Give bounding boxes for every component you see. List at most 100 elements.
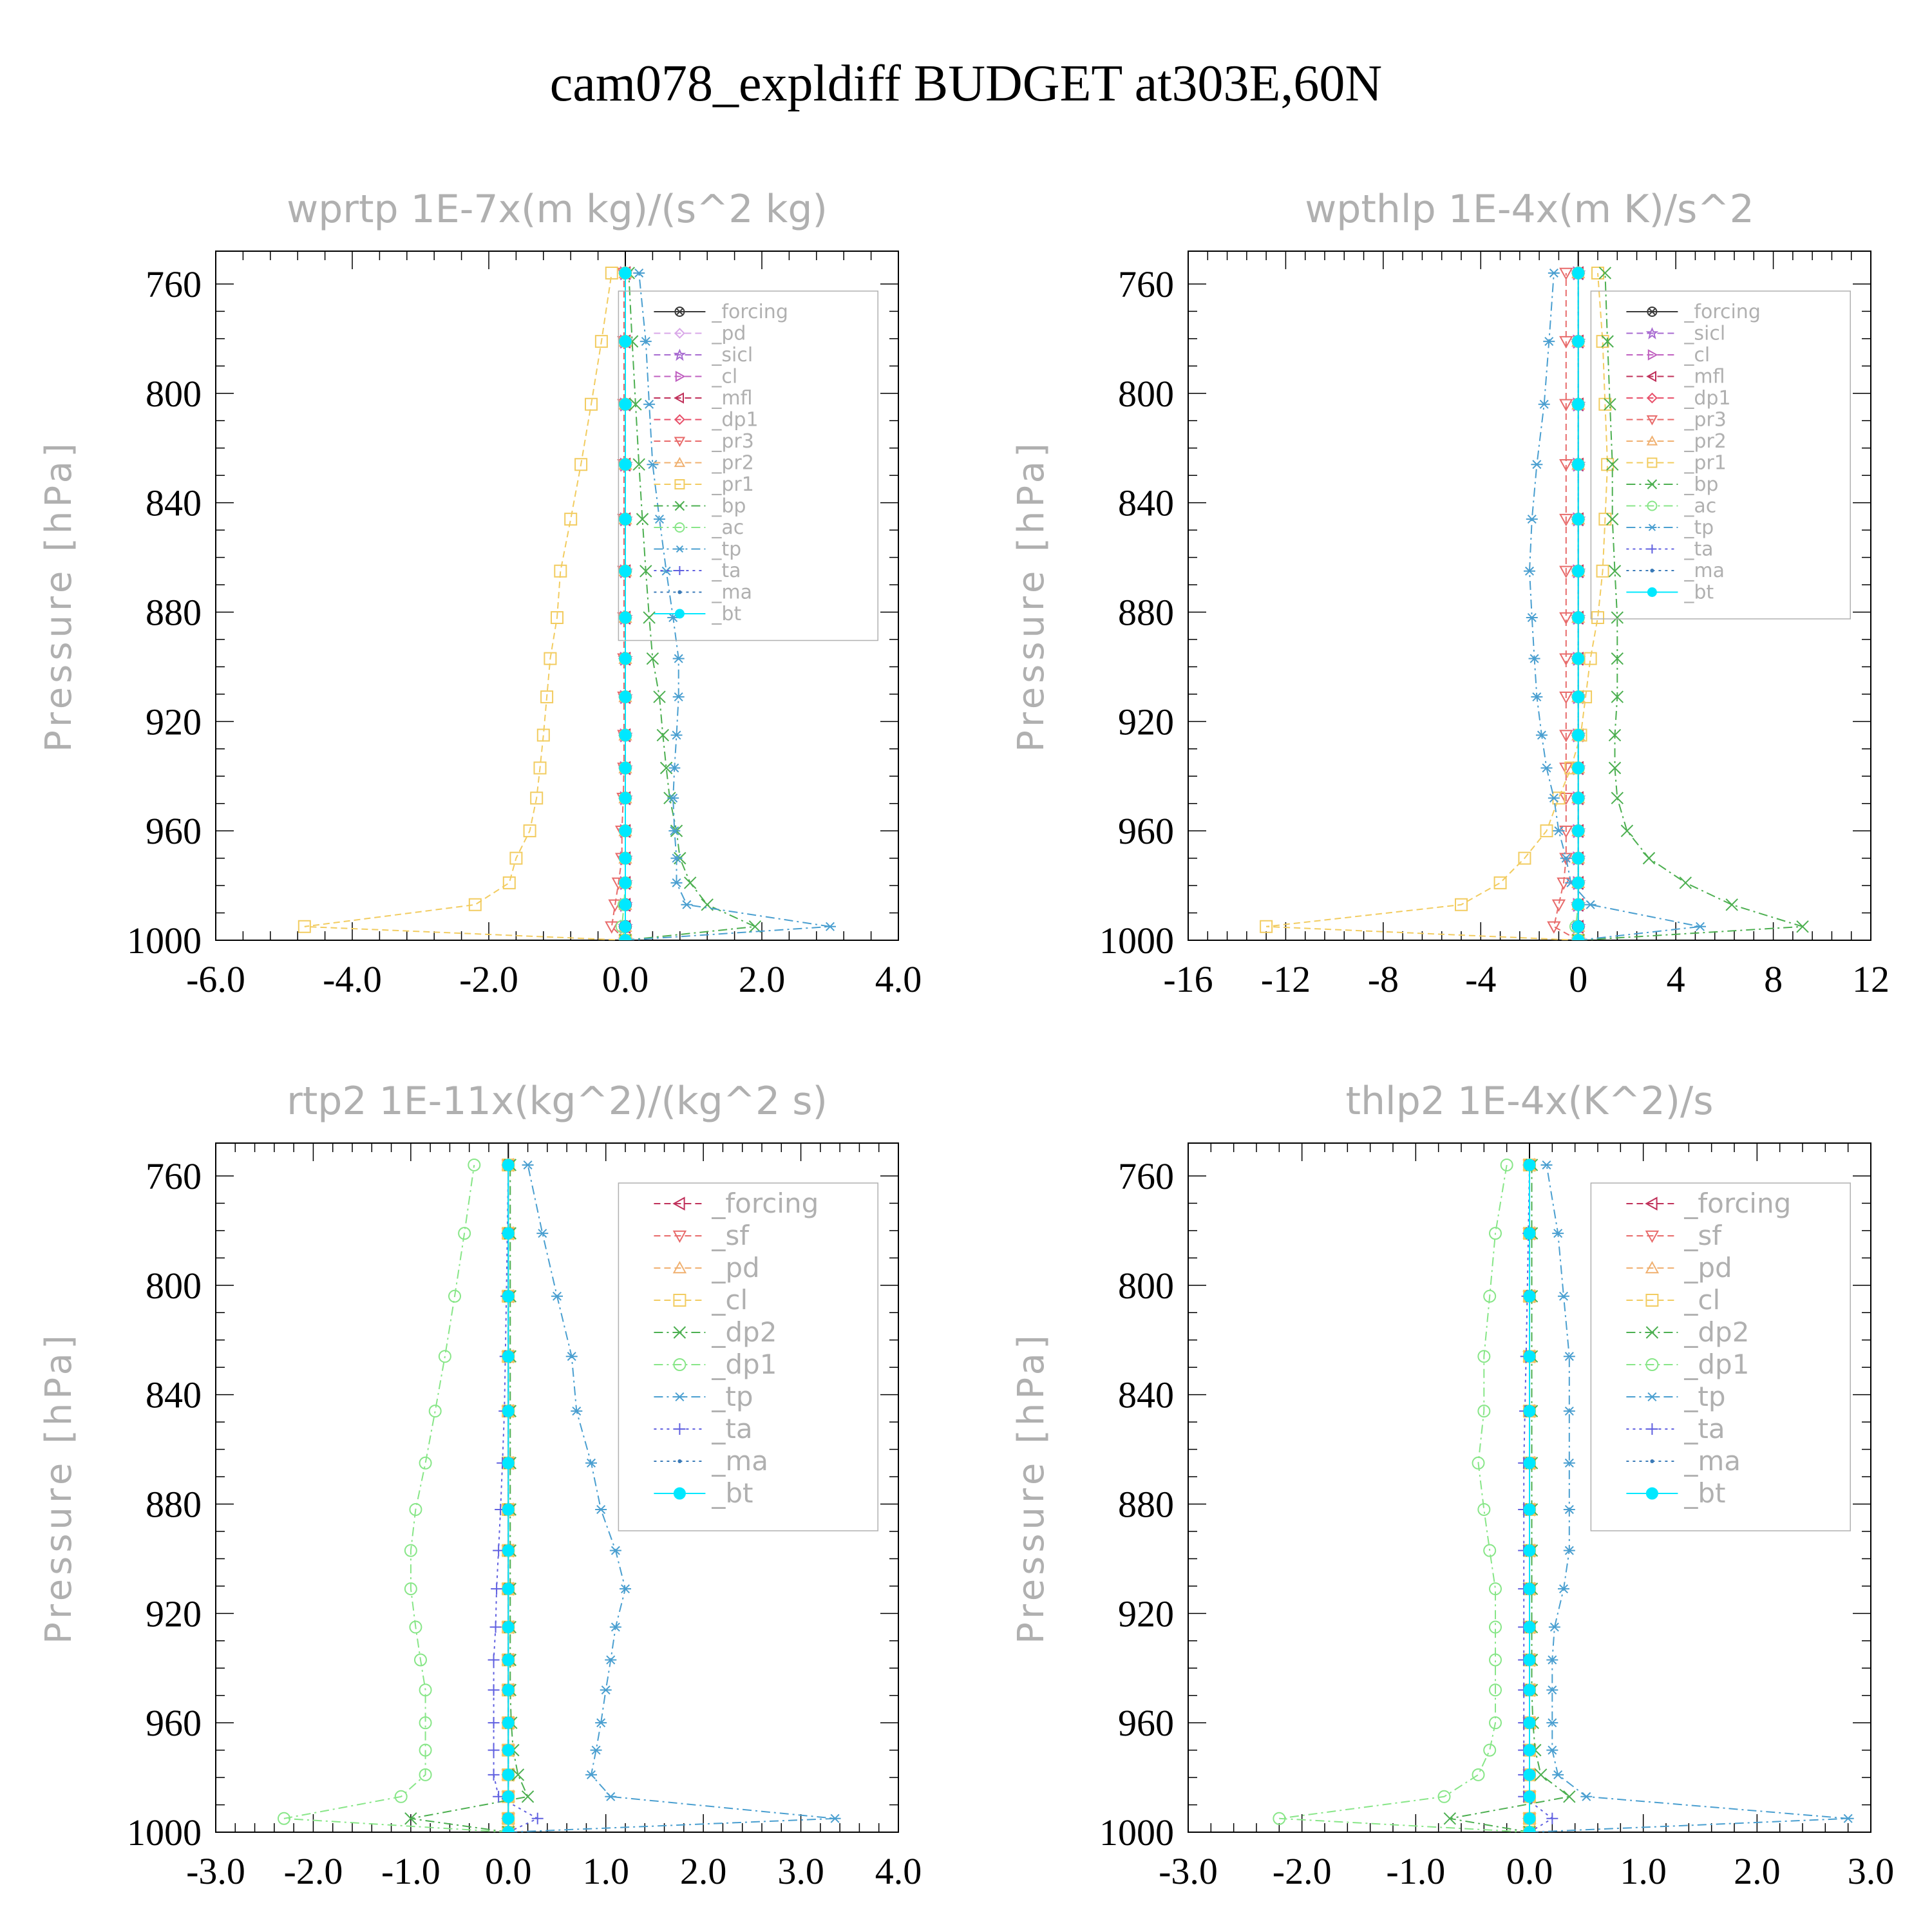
point_tp bbox=[585, 1458, 597, 1468]
point_pr3 bbox=[1559, 267, 1573, 281]
legend-label: _dp1 bbox=[1683, 387, 1730, 410]
legend-label: _cl bbox=[711, 366, 737, 388]
point_tp bbox=[536, 1229, 549, 1238]
series-line_ta bbox=[1523, 1164, 1554, 1832]
legend-label: _ta bbox=[711, 560, 741, 582]
point_bt bbox=[502, 1621, 515, 1634]
point_bp bbox=[636, 513, 649, 526]
plot-frame bbox=[215, 251, 899, 941]
point_bt bbox=[619, 652, 632, 665]
point_dp1 bbox=[1489, 1716, 1502, 1730]
point_dp1 bbox=[278, 1812, 290, 1825]
y-axis-label: Pressure [hPa] bbox=[38, 1331, 80, 1644]
legend-label: _bt bbox=[1683, 582, 1714, 604]
point_bp bbox=[1796, 920, 1809, 933]
panel-title: rtp2 1E-11x(kg^2)/(kg^2 s) bbox=[287, 1079, 828, 1124]
point_pr1 bbox=[1540, 824, 1553, 838]
point_bt bbox=[502, 1350, 515, 1363]
point_tp bbox=[605, 1792, 617, 1801]
point_tp bbox=[1563, 1546, 1575, 1555]
point_tp bbox=[620, 1584, 631, 1594]
legend-label: _forcing bbox=[1683, 1188, 1791, 1219]
x-tick-label: 1.0 bbox=[1620, 1850, 1667, 1892]
point_pr1 bbox=[585, 397, 598, 411]
legend-label: _tp bbox=[1683, 516, 1714, 539]
x-tick-label: -1.0 bbox=[381, 1850, 440, 1892]
point_bt bbox=[619, 791, 632, 804]
series-line_dp1 bbox=[283, 1164, 509, 1832]
legend-marker bbox=[673, 1487, 686, 1500]
series-line_dp2 bbox=[410, 1165, 529, 1832]
point_dp1 bbox=[438, 1350, 451, 1363]
legend-label: _bp bbox=[711, 495, 746, 518]
x-tick-label: -4 bbox=[1465, 958, 1496, 1000]
point_bp bbox=[1608, 761, 1622, 775]
point_bt bbox=[619, 690, 632, 703]
point_bt bbox=[619, 934, 632, 940]
point_bt bbox=[502, 1227, 515, 1240]
legend-box bbox=[618, 1182, 878, 1531]
legend-label: _ma bbox=[711, 1445, 768, 1477]
point_tp bbox=[1563, 1352, 1575, 1361]
point_tp bbox=[1584, 900, 1596, 909]
point_tp bbox=[1546, 1745, 1558, 1755]
point_bt bbox=[502, 1159, 515, 1171]
point_bt bbox=[1523, 1812, 1536, 1825]
legend-marker bbox=[675, 566, 685, 575]
series-line_dp1 bbox=[1279, 1164, 1530, 1832]
y-tick-label: 880 bbox=[146, 1483, 202, 1525]
x-tick-label: -1.0 bbox=[1386, 1850, 1445, 1892]
legend-marker bbox=[1647, 544, 1657, 554]
point_bp bbox=[1611, 690, 1624, 703]
x-tick-label: 0.0 bbox=[602, 958, 649, 1000]
y-tick-label: 1000 bbox=[127, 1812, 202, 1853]
x-tick-label: 3.0 bbox=[777, 1850, 824, 1892]
legend-label: _bp bbox=[1683, 473, 1718, 496]
point_bp bbox=[656, 728, 670, 742]
legend-marker bbox=[1647, 587, 1657, 597]
point_bt bbox=[1572, 652, 1585, 665]
x-tick-label: 4.0 bbox=[875, 958, 922, 1000]
point_pr1 bbox=[1584, 652, 1597, 665]
legend-label: _cl bbox=[1683, 1284, 1720, 1316]
point_tp bbox=[522, 1160, 534, 1170]
point_tp bbox=[609, 1546, 621, 1555]
point_bp bbox=[748, 920, 762, 933]
series-line_ta bbox=[493, 1164, 539, 1832]
point_dp1 bbox=[394, 1790, 408, 1803]
y-tick-label: 960 bbox=[1118, 810, 1174, 852]
point_bt bbox=[502, 1654, 515, 1666]
point_tp bbox=[633, 268, 645, 278]
point_ta bbox=[1546, 1812, 1558, 1824]
legend-marker bbox=[1650, 1459, 1654, 1463]
legend-label: _dp1 bbox=[711, 409, 758, 431]
point_dp1 bbox=[1477, 1350, 1491, 1363]
point_bt bbox=[1523, 1683, 1536, 1696]
x-tick-label: 2.0 bbox=[1734, 1850, 1781, 1892]
legend-label: _sicl bbox=[1683, 323, 1725, 345]
y-tick-label: 760 bbox=[1118, 263, 1174, 305]
series-group bbox=[278, 1157, 841, 1832]
point_pr1 bbox=[536, 728, 550, 742]
legend-marker bbox=[1647, 307, 1658, 317]
point_dp1 bbox=[1477, 1502, 1491, 1516]
point_tp bbox=[1560, 853, 1572, 863]
point_dp1 bbox=[409, 1620, 422, 1634]
legend-marker bbox=[1647, 524, 1657, 531]
point_tp bbox=[667, 793, 679, 803]
series-line_pr3 bbox=[611, 273, 626, 940]
point_bt bbox=[502, 1812, 515, 1825]
point_pr1 bbox=[544, 652, 557, 665]
legend-marker bbox=[1646, 435, 1658, 446]
point_bt bbox=[502, 1716, 515, 1729]
legend-marker bbox=[674, 307, 685, 317]
legend-label: _ac bbox=[1683, 495, 1716, 518]
point_dp1 bbox=[468, 1158, 481, 1171]
point_bt bbox=[1572, 267, 1585, 279]
point_tp bbox=[551, 1291, 563, 1301]
point_bp bbox=[639, 565, 652, 578]
legend-label: _mfl bbox=[1683, 366, 1725, 388]
point_tp bbox=[1531, 460, 1543, 469]
point_bt bbox=[1523, 1621, 1536, 1634]
